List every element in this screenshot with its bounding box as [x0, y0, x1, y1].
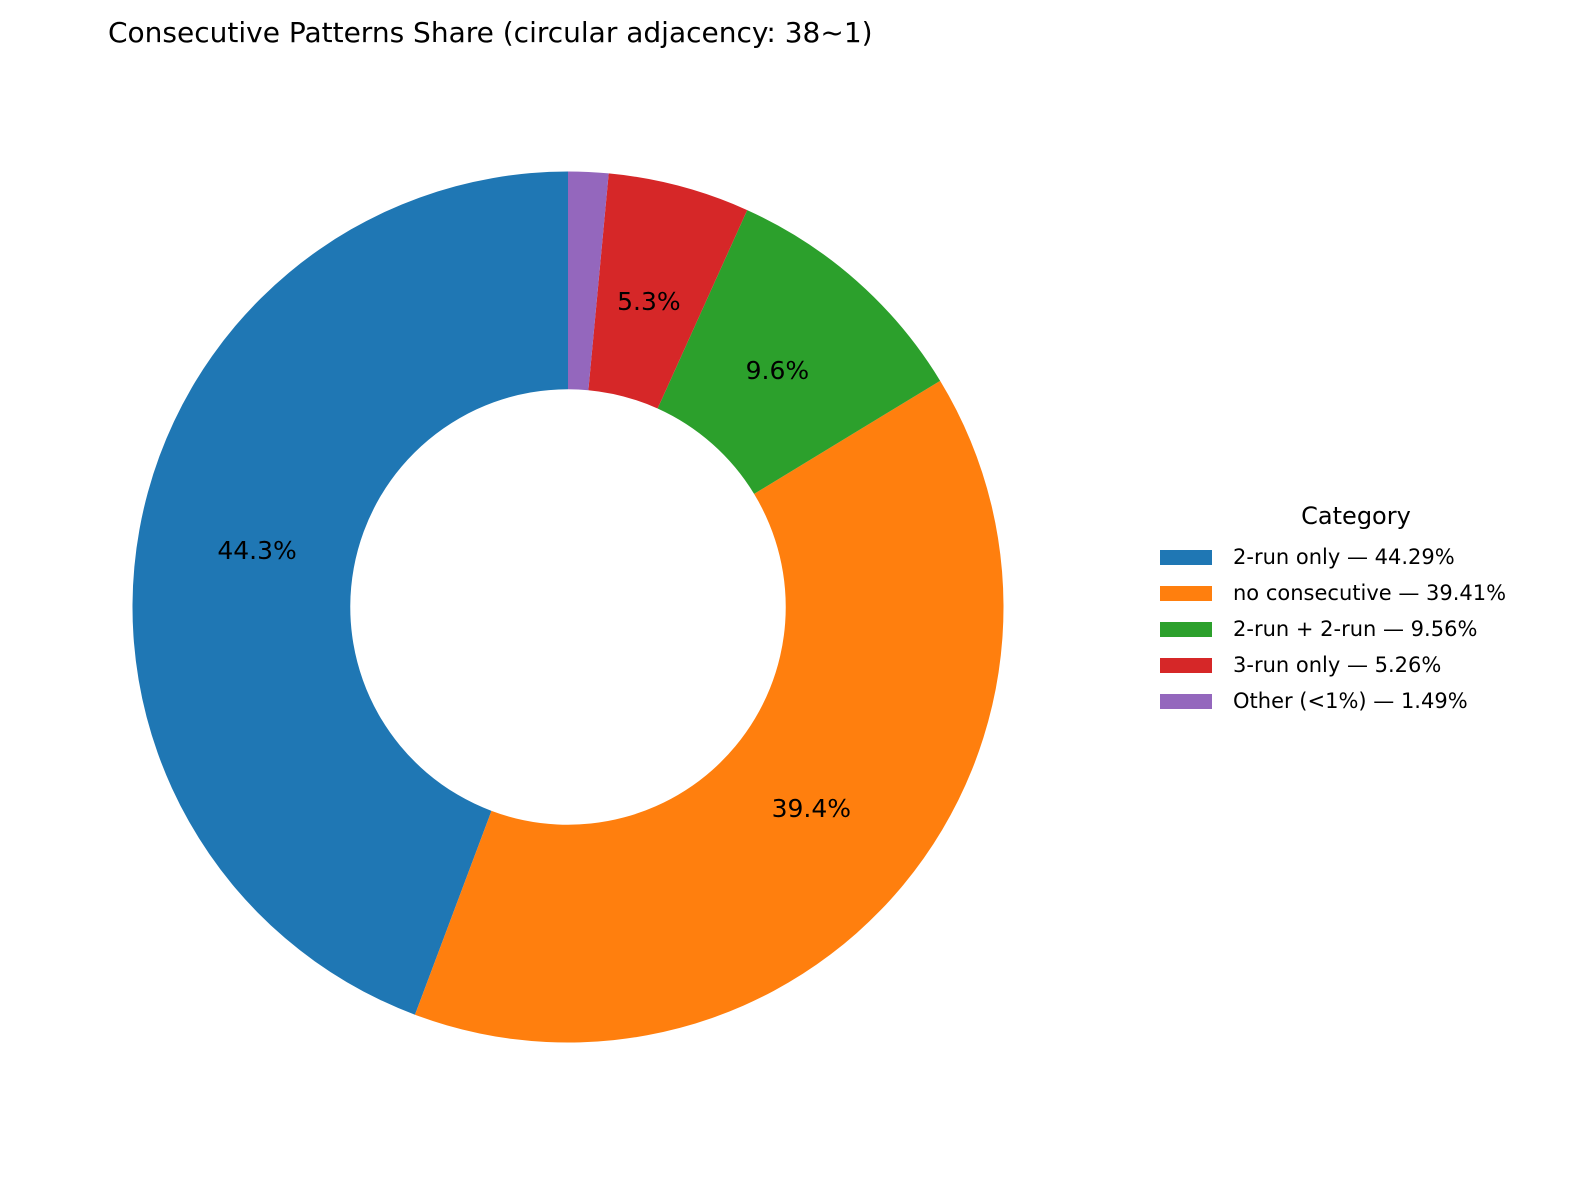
pie-slice-2-run-only	[132, 171, 568, 1015]
legend: Category 2-run only — 44.29% no consecuti…	[1160, 502, 1552, 719]
pct-label-no-consecutive: 39.4%	[772, 794, 851, 823]
legend-swatch-icon	[1160, 693, 1212, 709]
legend-label: 3-run only — 5.26%	[1233, 653, 1442, 677]
legend-label: Other (<1%) — 1.49%	[1233, 689, 1468, 713]
legend-swatch-icon	[1160, 621, 1212, 637]
pie-slice-3-run-only	[588, 173, 748, 409]
legend-row: 2-run only — 44.29%	[1160, 539, 1552, 575]
chart-title: Consecutive Patterns Share (circular adj…	[108, 16, 873, 49]
legend-row: no consecutive — 39.41%	[1160, 575, 1552, 611]
legend-swatch-icon	[1160, 549, 1212, 565]
legend-label: 2-run + 2-run — 9.56%	[1233, 617, 1478, 641]
legend-rows: 2-run only — 44.29% no consecutive — 39.4…	[1160, 539, 1552, 719]
pie-slice-other-1-	[568, 171, 609, 391]
pie-slice-no-consecutive	[414, 380, 1004, 1043]
legend-title: Category	[1301, 502, 1411, 530]
pct-label-2-run-2-run: 9.6%	[746, 356, 810, 385]
legend-row: Other (<1%) — 1.49%	[1160, 683, 1552, 719]
pie-slice-2-run-2-run	[657, 210, 941, 494]
legend-swatch-icon	[1160, 657, 1212, 673]
legend-label: no consecutive — 39.41%	[1233, 581, 1507, 605]
pct-label-3-run-only: 5.3%	[617, 287, 681, 316]
legend-swatch-icon	[1160, 585, 1212, 601]
legend-label: 2-run only — 44.29%	[1233, 545, 1455, 569]
pct-label-2-run-only: 44.3%	[217, 536, 296, 565]
legend-row: 2-run + 2-run — 9.56%	[1160, 611, 1552, 647]
legend-row: 3-run only — 5.26%	[1160, 647, 1552, 683]
